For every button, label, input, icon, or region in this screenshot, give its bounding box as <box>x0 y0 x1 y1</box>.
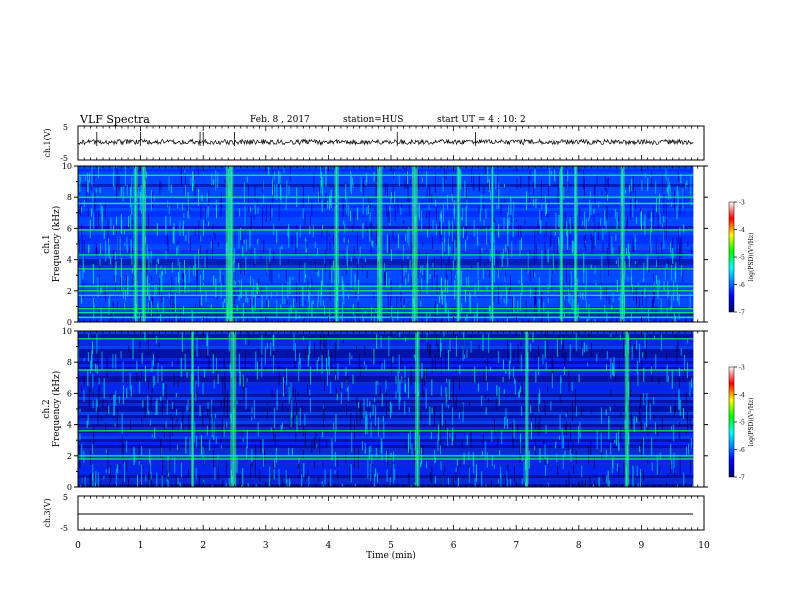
frequency-tick-label: 10 <box>62 162 72 171</box>
ch1-colorbar-ticks: -3 -4 -5 -6 -7 <box>734 200 745 317</box>
time-tick-label: 8 <box>576 541 582 551</box>
ch1-spectrogram-panel: 0 2 4 6 8 10 ch.1 Frequency (kHz) <box>42 162 708 327</box>
ch3-ytick-top: 5 <box>63 493 68 502</box>
plot-title: VLF Spectra <box>80 113 150 126</box>
ch2-colorbar: -3 -4 -5 -6 -7 log(PSD)(V²/Hz) <box>728 365 755 482</box>
colorbar-tick-label: -7 <box>739 310 745 317</box>
ch2-spectrogram-ticks: 0 2 4 6 8 10 <box>62 327 708 492</box>
time-tick-label: 4 <box>326 541 332 551</box>
time-tick-label: 5 <box>388 541 394 551</box>
ch1-colorbar-gradient <box>728 201 735 313</box>
time-tick-label: 6 <box>451 541 457 551</box>
start-time-label: start UT = 4 : 10: 2 <box>437 115 526 125</box>
colorbar-tick-label: -6 <box>739 282 745 289</box>
time-tick-label: 1 <box>138 541 144 551</box>
ch3-ytick-bottom: -5 <box>60 524 68 533</box>
frequency-tick-label: 0 <box>67 318 72 327</box>
time-axis: 0 1 2 3 4 5 6 7 8 9 10 <box>75 126 710 551</box>
ch1-waveform-trace <box>77 132 694 146</box>
time-tick-label: 7 <box>513 541 519 551</box>
ch2-spectrogram-ylabel: ch.2 <box>42 399 52 418</box>
colorbar-tick-label: -5 <box>739 420 745 427</box>
frequency-tick-label: 10 <box>62 327 72 336</box>
frequency-tick-label: 6 <box>67 224 72 233</box>
frequency-tick-label: 6 <box>67 389 72 398</box>
ch3-waveform-ylabel: ch.3(V) <box>43 498 52 527</box>
ch2-spectrogram-ylabel-freq: Frequency (kHz) <box>51 371 62 448</box>
frequency-tick-label: 0 <box>67 483 72 492</box>
ch3-waveform-panel: 5 -5 ch.3(V) <box>43 493 705 533</box>
ch2-colorbar-label: log(PSD)(V²/Hz) <box>748 398 755 447</box>
colorbar-tick-label: -4 <box>739 392 745 399</box>
time-tick-label: 2 <box>200 541 206 551</box>
colorbar-tick-label: -5 <box>739 255 745 262</box>
colorbar-tick-label: -3 <box>739 365 745 372</box>
time-tick-label: 9 <box>639 541 645 551</box>
ch2-colorbar-ticks: -3 -4 -5 -6 -7 <box>734 365 745 482</box>
colorbar-tick-label: -7 <box>739 475 745 482</box>
ch1-spectrogram-image <box>78 166 694 322</box>
colorbar-tick-label: -3 <box>739 200 745 207</box>
date-label: Feb. 8 , 2017 <box>250 115 310 125</box>
ch1-colorbar: -3 -4 -5 -6 -7 log(PSD)(V²/Hz) <box>728 200 755 317</box>
ch1-ytick-top: 5 <box>63 123 68 132</box>
ch1-waveform-ylabel: ch.1(V) <box>43 128 52 157</box>
time-tick-label: 3 <box>263 541 269 551</box>
frequency-tick-label: 2 <box>67 452 72 461</box>
station-label: station=HUS <box>343 115 404 125</box>
ch3-waveform-frame <box>77 495 705 531</box>
ch1-colorbar-label: log(PSD)(V²/Hz) <box>748 233 755 282</box>
ch2-spectrogram-panel: 0 2 4 6 8 10 ch.2 Frequency (kHz) <box>42 327 708 492</box>
colorbar-tick-label: -4 <box>739 227 745 234</box>
colorbar-tick-label: -6 <box>739 447 745 454</box>
ch1-waveform-panel: 5 -5 ch.1(V) <box>43 123 705 163</box>
frequency-tick-label: 8 <box>67 358 72 367</box>
ch2-spectrogram-image <box>77 331 694 487</box>
ch1-spectrogram-ylabel-freq: Frequency (kHz) <box>51 206 62 283</box>
time-axis-label: Time (min) <box>366 550 416 561</box>
ch1-ytick-bottom: -5 <box>60 154 68 163</box>
time-tick-label: 0 <box>75 541 81 551</box>
frequency-tick-label: 4 <box>67 256 72 265</box>
ch1-spectrogram-ylabel: ch.1 <box>42 234 52 253</box>
frequency-tick-label: 8 <box>67 193 72 202</box>
time-tick-label: 10 <box>698 541 710 551</box>
ch1-spectrogram-ticks: 0 2 4 6 8 10 <box>62 162 708 327</box>
frequency-tick-label: 4 <box>67 421 72 430</box>
ch2-colorbar-gradient <box>728 366 735 478</box>
frequency-tick-label: 2 <box>67 287 72 296</box>
